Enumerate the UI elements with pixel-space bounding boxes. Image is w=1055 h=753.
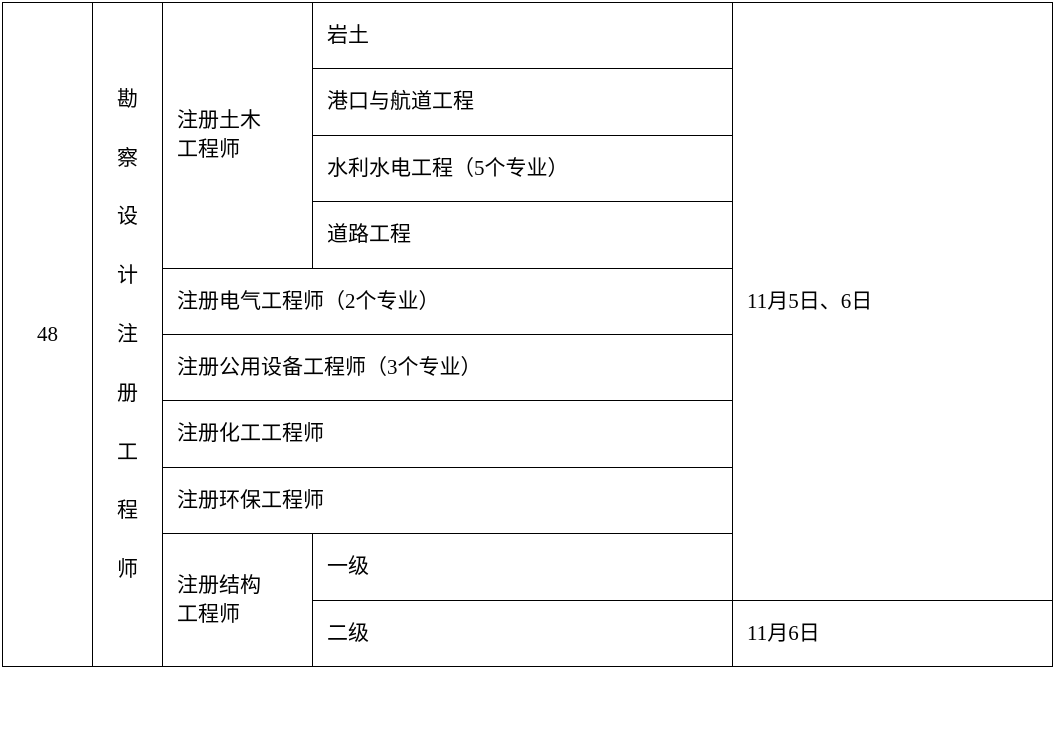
date-cell-2: 11月6日: [733, 600, 1053, 666]
civil-specialty-3: 水利水电工程（5个专业）: [313, 135, 733, 201]
civil-engineer-label: 注册土木 工程师: [163, 3, 313, 269]
environmental-engineer: 注册环保工程师: [163, 467, 733, 533]
electrical-engineer: 注册电气工程师（2个专业）: [163, 268, 733, 334]
date-cell-1: 11月5日、6日: [733, 3, 1053, 601]
category-cell: 勘 察 设 计 注 册 工 程 师: [93, 3, 163, 667]
civil-specialty-1: 岩土: [313, 3, 733, 69]
index-cell: 48: [3, 3, 93, 667]
structural-engineer-label: 注册结构 工程师: [163, 534, 313, 667]
structural-level1: 一级: [313, 534, 733, 600]
structural-level2: 二级: [313, 600, 733, 666]
exam-schedule-table: 48 勘 察 设 计 注 册 工 程 师 注册土木 工程师 岩土 11月5日、6…: [2, 2, 1053, 667]
category-text: 勘 察 设 计 注 册 工 程 师: [101, 70, 154, 599]
civil-specialty-4: 道路工程: [313, 202, 733, 268]
utility-engineer: 注册公用设备工程师（3个专业）: [163, 334, 733, 400]
civil-specialty-2: 港口与航道工程: [313, 69, 733, 135]
chemical-engineer: 注册化工工程师: [163, 401, 733, 467]
